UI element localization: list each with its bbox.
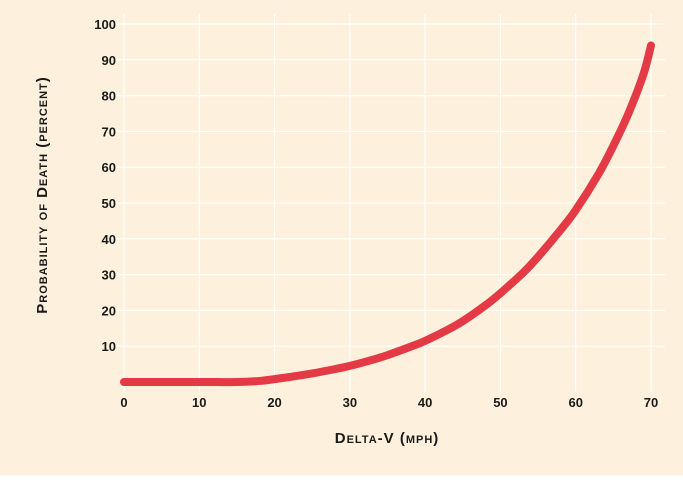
x-tick-label: 70	[644, 395, 658, 410]
series-layer	[120, 41, 655, 387]
x-tick-label: 20	[267, 395, 281, 410]
y-axis-label: Probability of Death (percent)	[34, 76, 51, 314]
y-tick-label: 20	[102, 303, 116, 318]
y-tick-label: 100	[94, 17, 116, 32]
y-tick-label: 10	[102, 339, 116, 354]
x-axis-label: Delta-V (mph)	[335, 430, 440, 447]
x-tick-label: 10	[192, 395, 206, 410]
tick-labels: 0 10 20 30 40 50 60 70 10 20 30 40 50 60 70 80 90 100	[94, 17, 658, 410]
y-tick-label: 40	[102, 232, 116, 247]
x-tick-label: 30	[343, 395, 357, 410]
y-tick-label: 90	[102, 53, 116, 68]
x-tick-label: 40	[418, 395, 432, 410]
y-tick-label: 80	[102, 89, 116, 104]
series-line	[120, 41, 655, 387]
y-tick-label: 50	[102, 196, 116, 211]
y-tick-label: 70	[102, 124, 116, 139]
x-tick-label: 60	[568, 395, 582, 410]
x-tick-label: 0	[120, 395, 127, 410]
y-tick-label: 60	[102, 160, 116, 175]
y-tick-label: 30	[102, 268, 116, 283]
x-tick-label: 50	[493, 395, 507, 410]
grid	[110, 14, 665, 392]
